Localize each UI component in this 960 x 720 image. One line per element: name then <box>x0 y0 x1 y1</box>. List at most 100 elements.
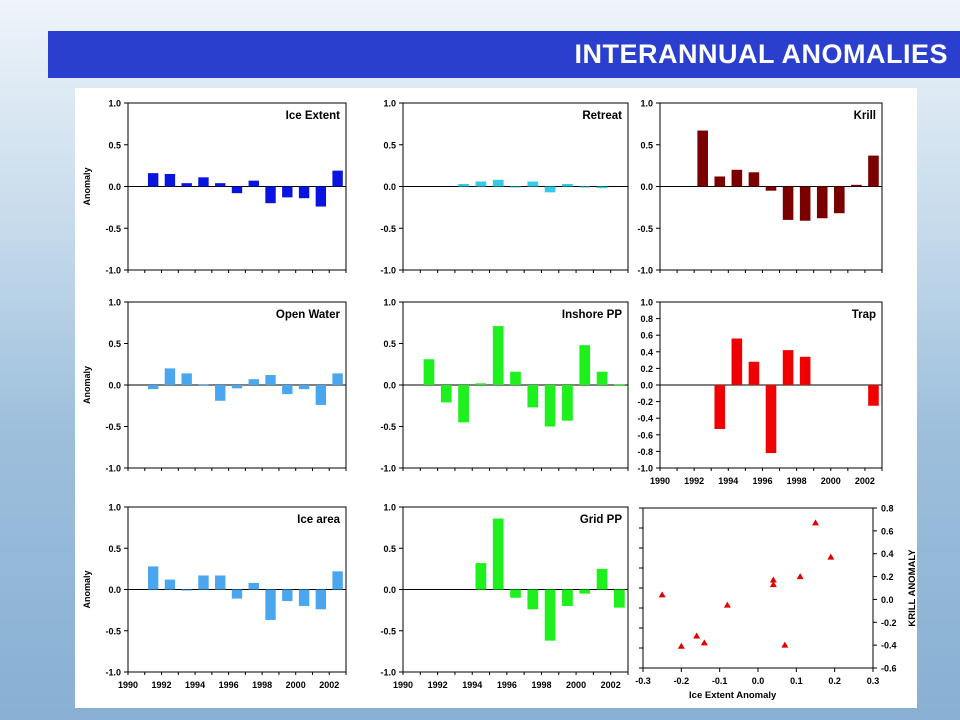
chart-ice-extent: 1.0 0.5 0.0 -0.5 -1.0 Ice Extent Anomaly <box>82 99 347 276</box>
bar-1998 <box>544 589 556 641</box>
bar-1995 <box>492 326 504 385</box>
bar-1994 <box>198 384 209 386</box>
y-tick-label: 0.2 <box>640 364 653 374</box>
bar-1992 <box>697 130 708 187</box>
scatter-point <box>796 573 804 580</box>
bar-1995 <box>215 575 226 590</box>
bar-2001 <box>851 184 862 187</box>
x-tick-label: 1992 <box>684 476 704 486</box>
y-tick-label: -0.5 <box>380 422 396 432</box>
bar-2000 <box>579 345 591 385</box>
y-tick-label: -0.8 <box>637 447 653 457</box>
scatter-point <box>677 642 685 649</box>
chart-title: Krill <box>854 110 876 122</box>
bar-2000 <box>579 186 591 188</box>
bar-1995 <box>492 518 504 590</box>
x-tick-label: -0.1 <box>712 676 728 686</box>
x-tick-label: 2002 <box>601 680 621 690</box>
bar-2002 <box>868 385 879 406</box>
x-tick-label: 1998 <box>787 476 807 486</box>
bar-1996 <box>510 371 521 385</box>
y-axis-label: Anomaly <box>82 570 92 608</box>
bar-1995 <box>492 179 504 187</box>
x-tick-label: 0.0 <box>752 676 765 686</box>
bar-1992 <box>164 368 176 385</box>
y-tick-label: 0.0 <box>881 595 894 605</box>
bar-2002 <box>332 571 343 590</box>
bar-1999 <box>562 183 573 187</box>
bar-1994 <box>731 338 743 385</box>
x-tick-label: 1996 <box>219 680 239 690</box>
bar-1997 <box>527 385 539 408</box>
bar-2001 <box>596 186 608 189</box>
y-tick-label: 1.0 <box>108 298 121 308</box>
scatter-point <box>723 601 731 608</box>
bar-1993 <box>714 385 726 429</box>
x-tick-label: 2000 <box>821 476 841 486</box>
x-tick-label: -0.3 <box>635 676 651 686</box>
bar-2001 <box>315 589 327 610</box>
chart-scatter: 0.8 0.6 0.4 0.2 0.0 -0.2 -0.4 -0.6 -0.3 -0.2 -0.1 0… <box>635 504 918 702</box>
bar-1997 <box>782 350 794 385</box>
bar-1998 <box>265 186 276 204</box>
bar-1996 <box>231 589 243 599</box>
chart-trap: 1.0 0.8 0.6 0.4 0.2 0.0 -0.2 -0.4 -0.6 -0.8 -1.0 19… <box>637 298 883 486</box>
bar-1998 <box>265 375 276 385</box>
bar-2002 <box>868 155 879 187</box>
chart-retreat: 1.0 0.5 0.0 -0.5 -1.0 Retreat <box>380 99 629 276</box>
y-axis-label: KRILL ANOMALY <box>907 549 918 627</box>
y-tick-label: -0.5 <box>380 224 396 234</box>
scatter-point <box>781 641 789 648</box>
scatter-point <box>827 553 835 560</box>
x-tick-label: 2000 <box>566 680 586 690</box>
bar-1993 <box>181 183 192 187</box>
chart-title: Trap <box>852 309 876 321</box>
bar-1997 <box>248 180 259 187</box>
y-tick-label: 0.5 <box>383 339 396 349</box>
y-tick-label: 0.4 <box>640 347 653 357</box>
y-tick-label: 1.0 <box>108 503 121 513</box>
y-tick-label: -0.2 <box>637 397 653 407</box>
bar-1993 <box>181 373 192 385</box>
y-tick-label: -0.5 <box>380 626 396 636</box>
y-tick-label: 0.0 <box>108 182 121 192</box>
y-tick-label: -1.0 <box>637 266 653 276</box>
y-tick-label: 0.0 <box>383 381 396 391</box>
y-tick-label: -0.5 <box>105 626 121 636</box>
x-tick-label: 1990 <box>393 680 413 690</box>
bar-2002 <box>613 589 625 608</box>
bar-1999 <box>282 385 293 395</box>
bar-1998 <box>544 385 556 427</box>
y-tick-label: -0.4 <box>637 414 653 424</box>
bar-1993 <box>714 176 726 187</box>
chart-title: Retreat <box>582 110 622 122</box>
y-tick-label: 0.5 <box>383 140 396 150</box>
scatter-point <box>693 632 701 639</box>
x-tick-label: 1994 <box>462 680 482 690</box>
bar-1991 <box>147 566 159 590</box>
bar-1999 <box>562 589 573 606</box>
page-title: INTERANNUAL ANOMALIES <box>574 39 948 69</box>
x-tick-label: 1990 <box>650 476 670 486</box>
x-tick-label: 1990 <box>118 680 138 690</box>
y-tick-label: 0.0 <box>640 182 653 192</box>
bar-1992 <box>440 385 452 403</box>
bar-1998 <box>799 186 811 221</box>
bar-1998 <box>544 186 556 193</box>
chart-grid-pp: 1.0 0.5 0.0 -0.5 -1.0 1990 1992 1994 1996 1998 200… <box>380 503 629 690</box>
y-tick-label: -0.5 <box>637 224 653 234</box>
x-tick-label: 1992 <box>152 680 172 690</box>
chart-title: Grid PP <box>580 514 623 526</box>
y-tick-label: 0.4 <box>881 549 894 559</box>
chart-krill: 1.0 0.5 0.0 -0.5 -1.0 Krill <box>637 99 883 276</box>
bar-2001 <box>596 371 608 385</box>
bar-1996 <box>510 186 521 188</box>
y-tick-label: 0.0 <box>108 585 121 595</box>
bar-1996 <box>765 186 777 191</box>
y-tick-label: -1.0 <box>637 464 653 474</box>
x-tick-label: 1998 <box>531 680 551 690</box>
bar-1999 <box>282 589 293 602</box>
y-tick-label: 1.0 <box>640 298 653 308</box>
bar-1999 <box>562 385 573 421</box>
y-tick-label: 0.0 <box>383 585 396 595</box>
